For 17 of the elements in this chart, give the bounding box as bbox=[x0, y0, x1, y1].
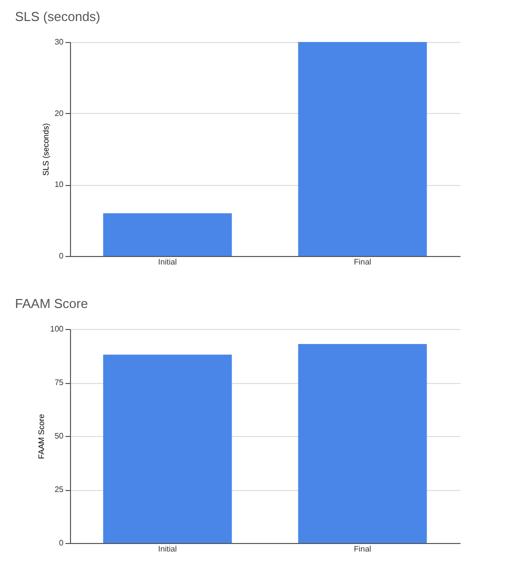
y-tick-label: 0 bbox=[59, 538, 64, 548]
y-tick-label: 75 bbox=[54, 378, 64, 387]
y-tick-label: 20 bbox=[54, 108, 64, 118]
chart-title: FAAM Score bbox=[15, 296, 88, 311]
x-tick-label: Final bbox=[354, 258, 372, 266]
y-axis-title: FAAM Score bbox=[37, 414, 46, 459]
x-tick-label: Initial bbox=[158, 544, 178, 554]
y-axis-title: SLS (seconds) bbox=[42, 122, 51, 176]
chart-title: SLS (seconds) bbox=[15, 9, 100, 24]
y-tick-label: 100 bbox=[50, 324, 64, 334]
y-tick-label: 10 bbox=[54, 180, 64, 190]
y-tick-label: 25 bbox=[54, 485, 64, 494]
x-tick-label: Initial bbox=[158, 258, 178, 266]
x-tick-label: Final bbox=[354, 544, 372, 554]
y-tick-label: 50 bbox=[54, 432, 64, 440]
y-tick-label: 0 bbox=[59, 252, 64, 260]
y-tick-label: 30 bbox=[54, 38, 64, 46]
